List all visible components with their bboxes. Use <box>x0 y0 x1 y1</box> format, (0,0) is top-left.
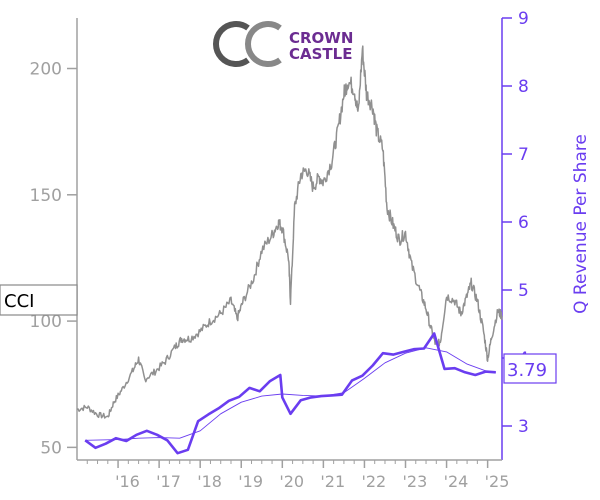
series-layer <box>76 45 503 455</box>
x-tick-label-2017: '17 <box>156 472 181 491</box>
x-tick-label-2021: '21 <box>320 472 345 491</box>
price-line <box>76 45 503 419</box>
logo-mark-left <box>213 21 250 67</box>
x-tick-label-2018: '18 <box>197 472 222 491</box>
x-tick-label-2025: '25 <box>485 472 510 491</box>
ticker-label: CCI <box>4 291 34 312</box>
left-tick-label-200: 200 <box>30 60 62 80</box>
right-tick-label-9: 9 <box>518 9 529 29</box>
x-tick-label-2023: '23 <box>403 472 428 491</box>
last-value-rect <box>503 353 557 384</box>
logo-text-line1: CROWN <box>289 29 353 47</box>
right-tick-label-7: 7 <box>518 145 529 165</box>
logo-mark-right <box>245 21 282 67</box>
right-tick-label-5: 5 <box>518 281 529 301</box>
left-tick-label-150: 150 <box>30 186 62 206</box>
last-value-label: 3.79 <box>507 360 547 381</box>
left-tick-label-100: 100 <box>30 312 62 332</box>
x-tick-label-2019: '19 <box>238 472 263 491</box>
right-tick-label-8: 8 <box>518 77 529 97</box>
logo-text-line2: CASTLE <box>289 45 352 63</box>
right-axis-label: Q Revenue Per Share <box>571 134 591 314</box>
right-tick-label-3: 3 <box>518 417 529 437</box>
last-value-box: 3.79 <box>503 353 557 384</box>
x-tick-label-2020: '20 <box>279 472 304 491</box>
right-tick-label-6: 6 <box>518 213 529 233</box>
x-tick-label-2024: '24 <box>444 472 469 491</box>
revenue-trend-line <box>85 347 496 441</box>
left-y-ticks: 50 100 150 200 <box>30 60 77 458</box>
ticker-box-rect <box>0 284 78 316</box>
x-ticks: '16 '17 '18 '19 '20 '21 '22 '23 '24 '25 <box>86 460 510 491</box>
crown-castle-logo: CROWN CASTLE <box>213 21 353 67</box>
x-tick-label-2016: '16 <box>115 472 140 491</box>
x-tick-label-2022: '22 <box>361 472 386 491</box>
revenue-line <box>84 332 496 455</box>
left-tick-label-50: 50 <box>40 438 62 458</box>
ticker-label-box: CCI <box>0 284 78 316</box>
